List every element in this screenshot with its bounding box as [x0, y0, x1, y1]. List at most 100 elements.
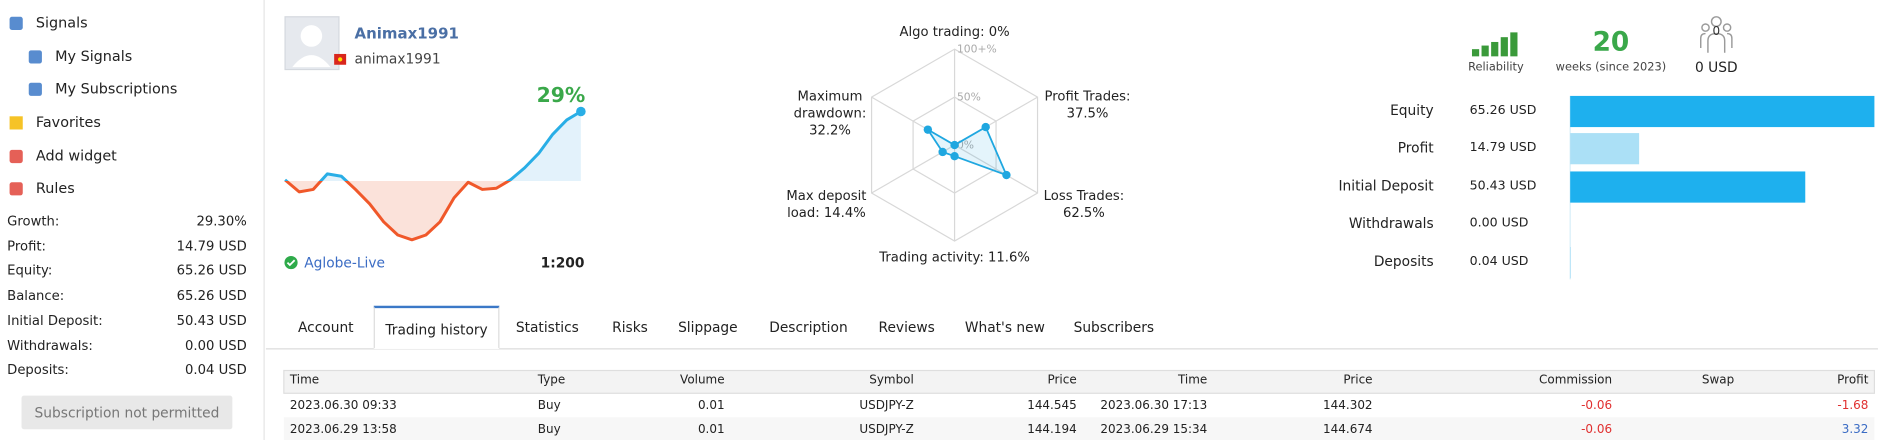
bar-value-label: 14.79 USD — [1469, 140, 1537, 155]
table-header-cell: Time — [289, 374, 320, 388]
radar-value-label: 32.2% — [809, 122, 851, 138]
bar-value-label: 0.00 USD — [1469, 215, 1529, 231]
radar-value-label: 62.5% — [1062, 205, 1105, 221]
subscribers-icon — [1700, 16, 1733, 53]
table-cell: 2023.06.29 15:34 — [1100, 423, 1208, 437]
table-header-cell: Price — [1343, 374, 1373, 388]
growth-line — [284, 110, 582, 242]
radar-point — [950, 140, 959, 150]
table-cell: 2023.06.30 17:13 — [1100, 399, 1208, 413]
tab[interactable]: Reviews — [878, 318, 935, 336]
nav-icon — [28, 82, 42, 96]
nav-icon — [9, 149, 23, 164]
stat-label: Balance: — [7, 287, 65, 304]
profile-name[interactable]: Animax1991 — [354, 23, 459, 42]
nav-item[interactable]: Signals — [35, 14, 88, 32]
reliability-label: Reliability — [1468, 61, 1524, 75]
table-cell: 144.674 — [1323, 423, 1373, 437]
table-cell: USDJPY-Z — [859, 399, 914, 413]
radar-axis-name: Maximum drawdown: — [793, 88, 867, 122]
subscribers-count: 0 — [1712, 25, 1721, 39]
radar-label: Trading activity: 11.6% — [847, 249, 1063, 266]
funds: 0 USD — [1695, 58, 1738, 76]
radar-tick-label: 50% — [957, 91, 981, 104]
tab[interactable]: Risks — [612, 318, 648, 336]
subscribe-button: Subscription not permitted — [21, 395, 233, 430]
table-header-cell: Type — [537, 374, 566, 388]
radar-point — [1002, 170, 1011, 180]
table-cell: -0.06 — [1581, 399, 1613, 413]
radar-point — [923, 125, 933, 134]
radar-axis-name: Max deposit load: — [786, 188, 867, 221]
nav-icon — [9, 16, 23, 30]
stat-label: Growth: — [7, 213, 60, 230]
radar-value-label: 0% — [988, 23, 1010, 40]
table-header-cell: Swap — [1701, 374, 1735, 388]
nav-item[interactable]: My Subscriptions — [55, 80, 178, 98]
table-cell: 2023.06.29 13:58 — [289, 423, 397, 437]
table-header-bg — [283, 369, 1875, 394]
bar — [1570, 171, 1806, 203]
tab[interactable]: Statistics — [515, 318, 579, 336]
growth-area — [285, 111, 581, 240]
radar-point — [950, 152, 959, 161]
table-cell: Buy — [537, 423, 561, 437]
nav-item[interactable]: Rules — [35, 179, 75, 197]
leverage: 1:200 — [540, 254, 585, 271]
table-cell: -1.68 — [1837, 399, 1869, 413]
radar-label: Loss Trades: 62.5% — [1030, 188, 1138, 222]
table-cell: 2023.06.30 09:33 — [289, 399, 397, 413]
radar-axis-name: Profit Trades: — [1044, 88, 1131, 105]
tab[interactable]: Slippage — [678, 318, 738, 336]
table-cell: Buy — [537, 399, 561, 413]
sidebar: Subscription not permitted Signals My Sig… — [0, 0, 265, 440]
radar-label: Max deposit load: 14.4% — [779, 188, 875, 222]
bar-category: Profit — [1397, 139, 1434, 156]
nav-icon — [9, 182, 23, 196]
stat-label: Profit: — [7, 238, 46, 254]
tab[interactable]: Trading history — [373, 305, 500, 349]
radar-spoke — [954, 144, 1038, 194]
tab[interactable]: What's new — [964, 318, 1045, 336]
stat-value: 50.43 USD — [176, 312, 247, 329]
broker[interactable]: Aglobe-Live — [304, 254, 385, 271]
growth-end-dot — [576, 106, 586, 117]
radar-axis-name: Algo trading: — [899, 23, 985, 40]
bar-value-label: 50.43 USD — [1469, 178, 1537, 194]
bar-category: Equity — [1390, 101, 1434, 119]
table-cell: -0.06 — [1581, 423, 1613, 437]
profile-login: animax1991 — [354, 50, 441, 68]
avatar-head — [300, 25, 323, 47]
table-cell: 144.545 — [1027, 399, 1077, 413]
table-header-cell: Profit — [1837, 374, 1869, 388]
nav-item[interactable]: My Signals — [55, 47, 133, 65]
radar-point — [938, 147, 947, 157]
bar-value-label: 0.04 USD — [1469, 254, 1529, 269]
stat-label: Equity: — [7, 263, 53, 279]
tab[interactable]: Description — [769, 318, 848, 336]
bar — [1570, 133, 1640, 165]
stat-value: 14.79 USD — [176, 238, 247, 254]
radar-value-label: 11.6% — [988, 249, 1030, 265]
stat-value: 0.04 USD — [185, 362, 247, 378]
table-cell: 0.01 — [697, 399, 725, 413]
table-cell: USDJPY-Z — [859, 423, 914, 437]
table-row-bg — [283, 417, 1875, 440]
table-header-cell: Time — [1177, 374, 1208, 388]
stat-value: 65.26 USD — [176, 263, 247, 279]
nav-item[interactable]: Add widget — [35, 147, 117, 165]
radar-point — [981, 122, 990, 132]
tab[interactable]: Subscribers — [1073, 318, 1155, 336]
radar-value-label: 14.4% — [823, 205, 866, 221]
nav-item[interactable]: Favorites — [35, 113, 101, 131]
weeks-label: weeks (since 2023) — [1555, 61, 1667, 75]
bar-category: Withdrawals — [1348, 214, 1434, 232]
table-header-cell: Price — [1047, 374, 1077, 388]
check-mark — [286, 259, 296, 267]
flag-star — [337, 57, 343, 62]
table-cell: 144.302 — [1323, 399, 1373, 413]
stat-value: 29.30% — [196, 213, 247, 230]
tab[interactable]: Account — [297, 318, 354, 336]
table-cell: 144.194 — [1027, 423, 1077, 437]
